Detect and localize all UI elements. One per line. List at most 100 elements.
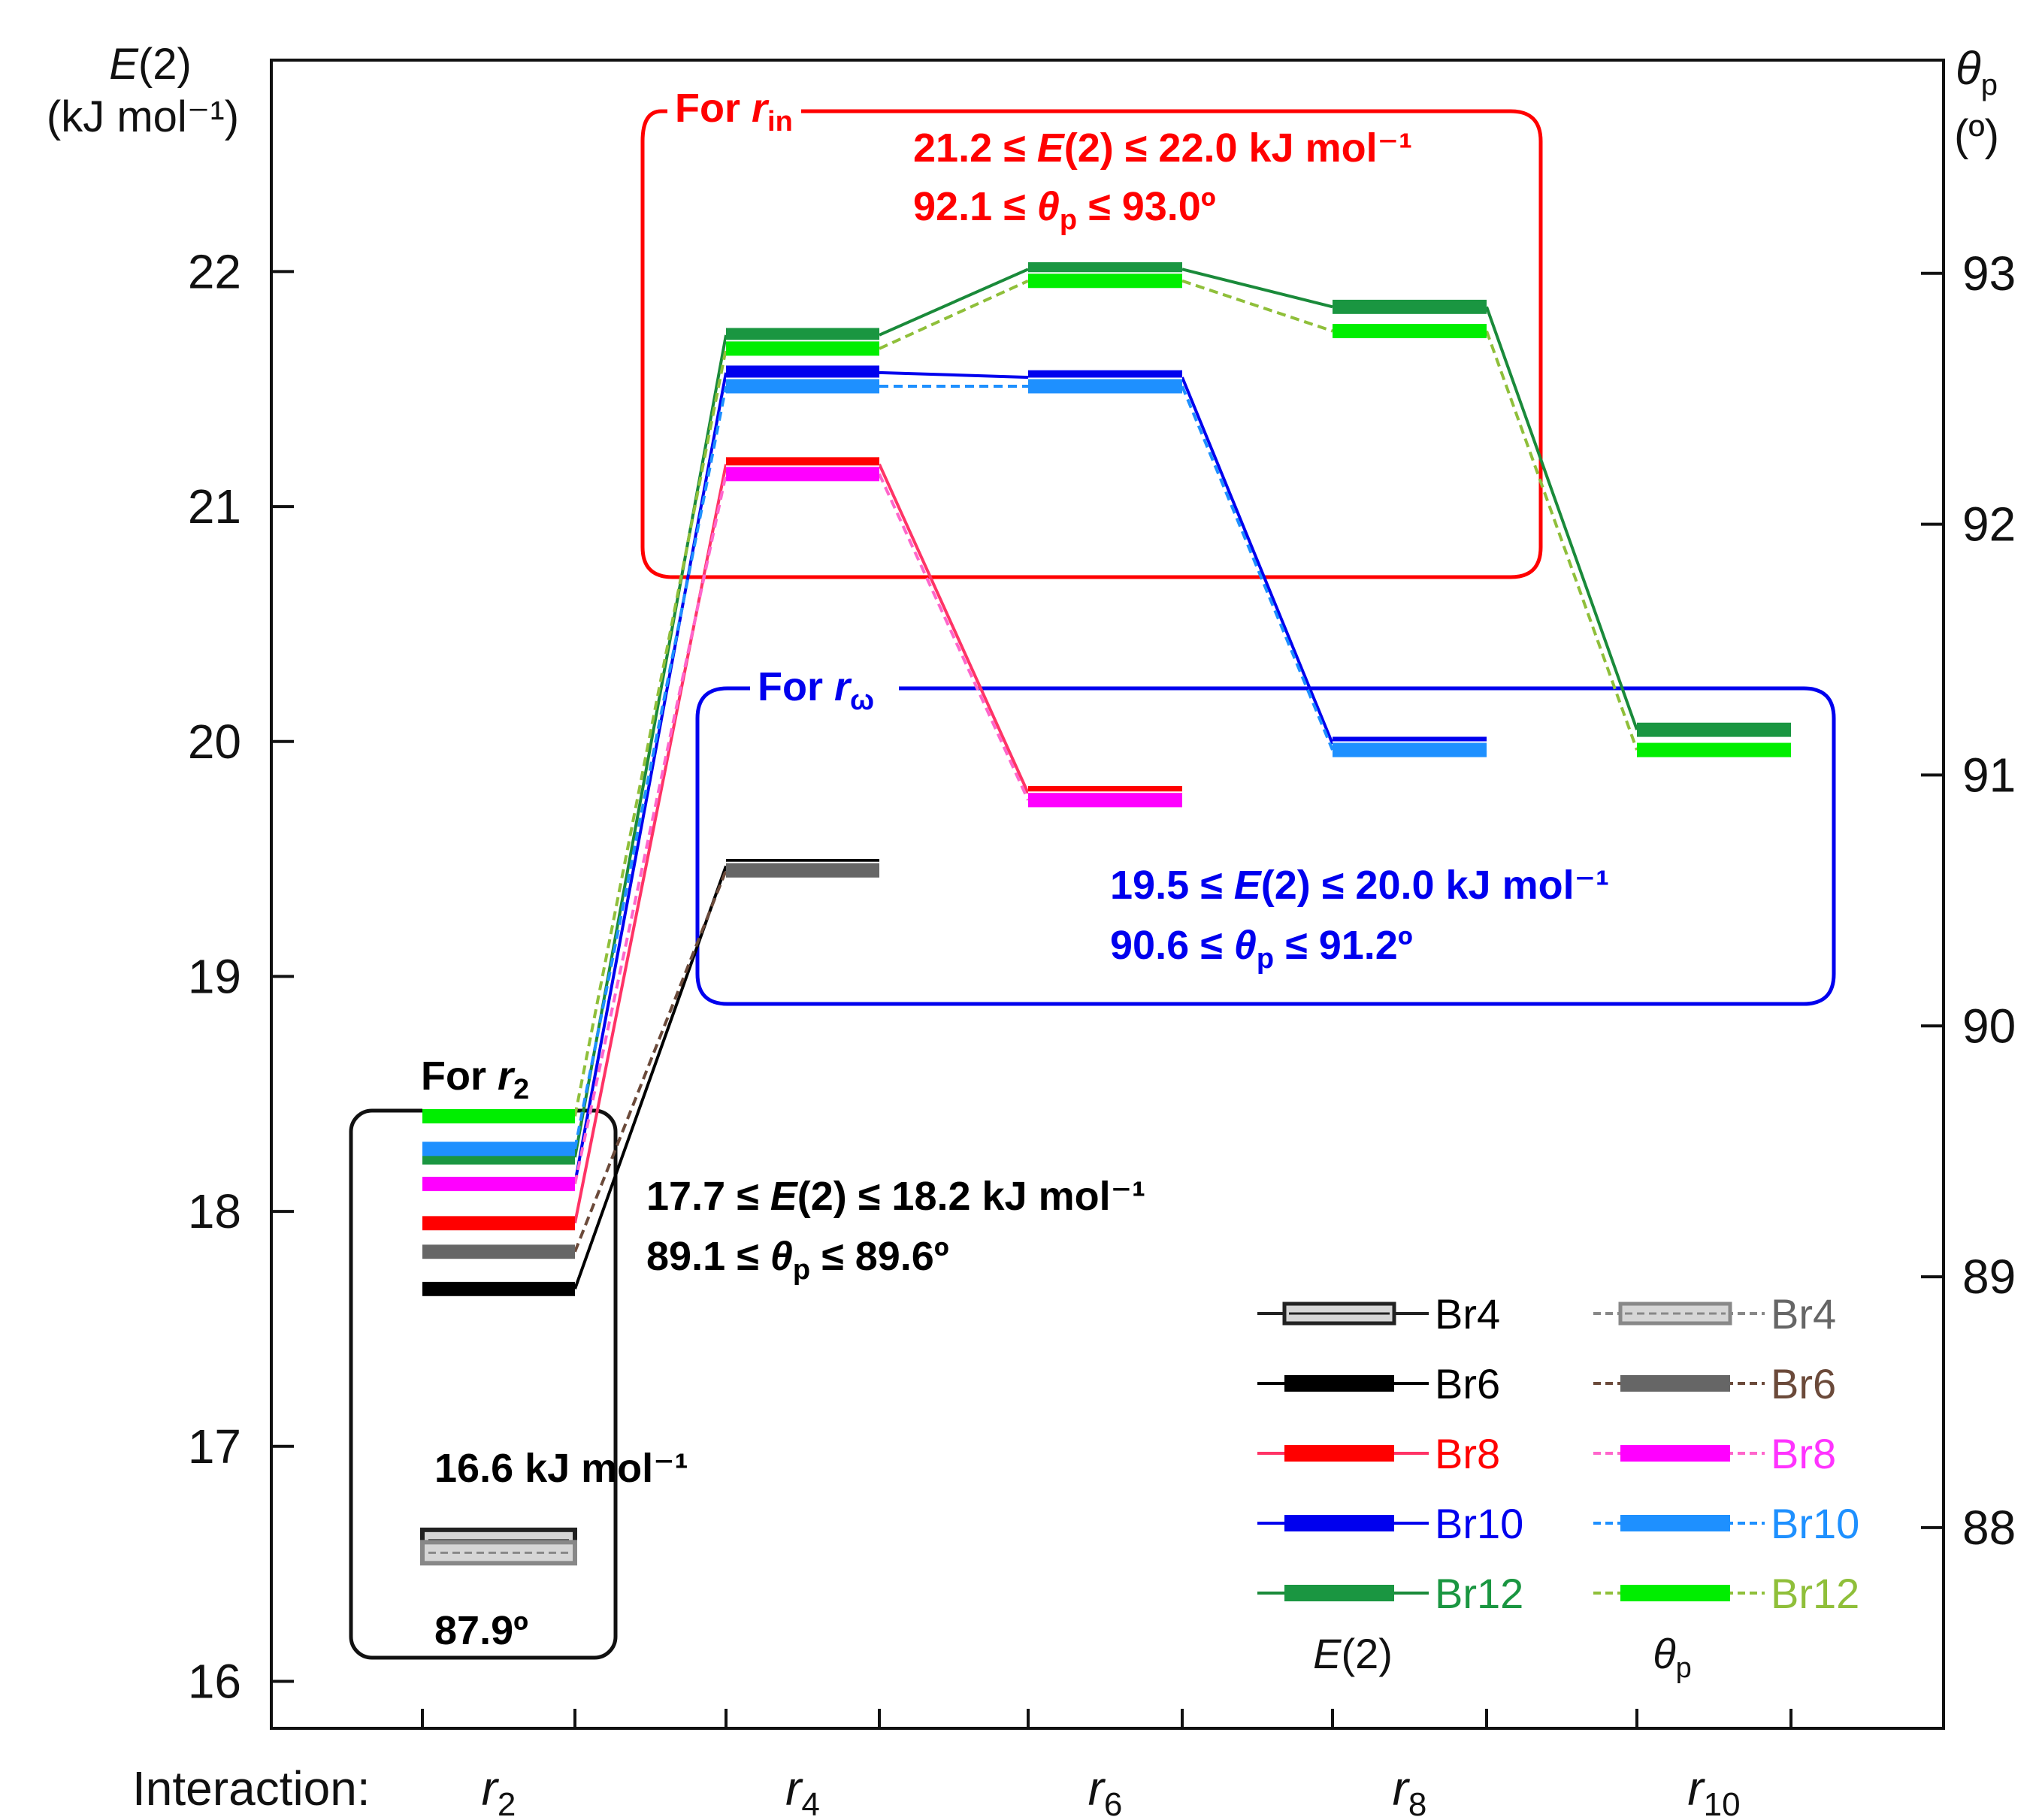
left-axis-tick-label: 22 xyxy=(188,244,241,298)
x-category-labels: r2 r4 r6 r8 r10 xyxy=(482,1761,1741,1820)
r2-t-b: ≤ 89.6º xyxy=(810,1234,948,1279)
rin-group-box xyxy=(640,109,1543,579)
r2-title-sub: 2 xyxy=(513,1074,529,1105)
romega-title-var: r xyxy=(834,664,852,709)
romega-title: For rω xyxy=(758,664,874,716)
x-category-label: r6 xyxy=(1088,1761,1123,1820)
legend-br12-theta-label: Br12 xyxy=(1771,1570,1859,1617)
br4-e-value-label: 16.6 kJ mol⁻¹ xyxy=(434,1446,688,1491)
br10-theta-level-bar xyxy=(1333,742,1487,757)
rin-e-b: (2) ≤ 22.0 kJ mol⁻¹ xyxy=(1064,125,1412,171)
romega-e-var: E xyxy=(1234,863,1263,908)
br12-theta-connector xyxy=(879,279,1029,350)
br12-e2-level-bar xyxy=(1333,299,1487,314)
left-axis-tick-label: 20 xyxy=(188,715,241,769)
r2-t-var: θ xyxy=(770,1234,793,1279)
romega-title-sub: ω xyxy=(850,685,874,716)
x-category-var: r xyxy=(1393,1761,1411,1815)
br12-theta-connector xyxy=(573,348,728,1117)
rin-title: For rin xyxy=(675,86,793,138)
legend-br10-e2-swatch xyxy=(1284,1515,1394,1531)
legend-br8-e2-label: Br8 xyxy=(1435,1430,1500,1477)
x-category-sub: 8 xyxy=(1408,1786,1426,1820)
r2-e-b: (2) ≤ 18.2 kJ mol⁻¹ xyxy=(797,1174,1145,1219)
legend-br8-e2-swatch xyxy=(1284,1445,1394,1462)
x-category-label: r10 xyxy=(1687,1761,1740,1820)
r2-title-prefix: For xyxy=(421,1054,498,1099)
x-category-var: r xyxy=(1687,1761,1705,1815)
right-axis-tick-label: 91 xyxy=(1962,748,2016,802)
br12-theta-level-bar xyxy=(422,1108,575,1123)
romega-e-a: 19.5 ≤ xyxy=(1110,863,1234,908)
x-category-var: r xyxy=(1088,1761,1106,1815)
br12-e2-level-bar xyxy=(1637,722,1791,737)
right-axis-tick-label: 92 xyxy=(1962,497,2016,552)
r2-theta-range: 89.1 ≤ θp ≤ 89.6º xyxy=(646,1234,949,1286)
br10-e2-connector xyxy=(1181,376,1334,745)
br12-theta-connector xyxy=(1181,279,1333,333)
br6-theta-level-bar xyxy=(726,863,879,878)
series-connector-lines xyxy=(573,268,1638,1289)
r2-e-range: 17.7 ≤ E(2) ≤ 18.2 kJ mol⁻¹ xyxy=(646,1174,1145,1219)
romega-title-prefix: For xyxy=(758,664,834,709)
br12-e2-level-bar xyxy=(726,328,879,343)
romega-theta-range: 90.6 ≤ θp ≤ 91.2º xyxy=(1110,923,1413,975)
br12-e2-connector xyxy=(879,268,1029,337)
x-category-label: r4 xyxy=(785,1761,820,1820)
rin-e-var: E xyxy=(1037,125,1066,171)
x-category-sub: 6 xyxy=(1104,1786,1122,1820)
axis-ticks: 16 17 18 19 20 21 22 88 89 90 91 92 93 xyxy=(188,244,2016,1728)
br10-e2-connector xyxy=(879,370,1029,379)
br12-e2-connector xyxy=(1181,268,1333,309)
br12-theta-level-bar xyxy=(726,341,879,356)
romega-e-b: (2) ≤ 20.0 kJ mol⁻¹ xyxy=(1261,863,1609,908)
left-axis-arg: (2) xyxy=(138,40,192,89)
romega-t-a: 90.6 ≤ xyxy=(1110,923,1234,968)
rin-theta-range: 92.1 ≤ θp ≤ 93.0º xyxy=(913,184,1216,236)
left-axis-unit: (kJ mol⁻¹) xyxy=(47,92,239,141)
romega-e-range: 19.5 ≤ E(2) ≤ 20.0 kJ mol⁻¹ xyxy=(1110,863,1609,908)
r2-e-a: 17.7 ≤ xyxy=(646,1174,770,1219)
level-bars xyxy=(420,260,1791,1566)
legend-br12-e2-swatch xyxy=(1284,1585,1394,1601)
r2-e-var: E xyxy=(770,1174,799,1219)
legend-br8-theta-swatch xyxy=(1620,1445,1730,1462)
romega-t-b: ≤ 91.2º xyxy=(1274,923,1412,968)
br10-e2-level-bar xyxy=(726,365,879,380)
x-axis-prefix: Interaction: xyxy=(132,1761,371,1815)
br12-theta-level-bar xyxy=(1637,742,1791,757)
left-axis-tick-label: 21 xyxy=(188,479,241,534)
legend-br4-theta-label: Br4 xyxy=(1771,1290,1836,1338)
br10-theta-level-bar xyxy=(422,1141,575,1156)
br8-theta-level-bar xyxy=(1028,793,1182,808)
r2-t-a: 89.1 ≤ xyxy=(646,1234,770,1279)
legend-theta-column-label: θp xyxy=(1653,1630,1692,1684)
br8-theta-connector xyxy=(573,473,728,1184)
rin-e-a: 21.2 ≤ xyxy=(913,125,1037,171)
br6-e2-level-bar xyxy=(422,1281,575,1296)
br10-e2-connector xyxy=(573,372,728,1184)
br8-theta-level-bar xyxy=(726,467,879,482)
romega-t-var: θ xyxy=(1234,923,1257,968)
br12-theta-level-bar xyxy=(1333,324,1487,339)
romega-t-sub: p xyxy=(1257,943,1274,975)
rin-e-range: 21.2 ≤ E(2) ≤ 22.0 kJ mol⁻¹ xyxy=(913,125,1412,171)
legend-br6-theta-label: Br6 xyxy=(1771,1360,1836,1407)
br10-theta-level-bar xyxy=(726,379,879,394)
legend-br6-e2-swatch xyxy=(1284,1375,1394,1392)
rin-t-sub: p xyxy=(1060,204,1077,236)
left-axis-tick-label: 16 xyxy=(188,1654,241,1708)
rin-title-prefix: For xyxy=(675,86,752,131)
left-axis-tick-label: 17 xyxy=(188,1419,241,1474)
x-category-var: r xyxy=(785,1761,803,1815)
legend-br4-e2-label: Br4 xyxy=(1435,1290,1500,1338)
rin-title-sub: in xyxy=(767,106,793,138)
legend-br6-theta-swatch xyxy=(1620,1375,1730,1392)
right-axis-unit: (º) xyxy=(1954,111,1999,160)
plot-frame xyxy=(270,59,1945,1730)
legend-theta-sub: p xyxy=(1676,1652,1692,1684)
br8-theta-connector xyxy=(878,473,1030,801)
legend-br6-e2-label: Br6 xyxy=(1435,1360,1500,1407)
right-axis-tick-label: 93 xyxy=(1962,246,2016,301)
